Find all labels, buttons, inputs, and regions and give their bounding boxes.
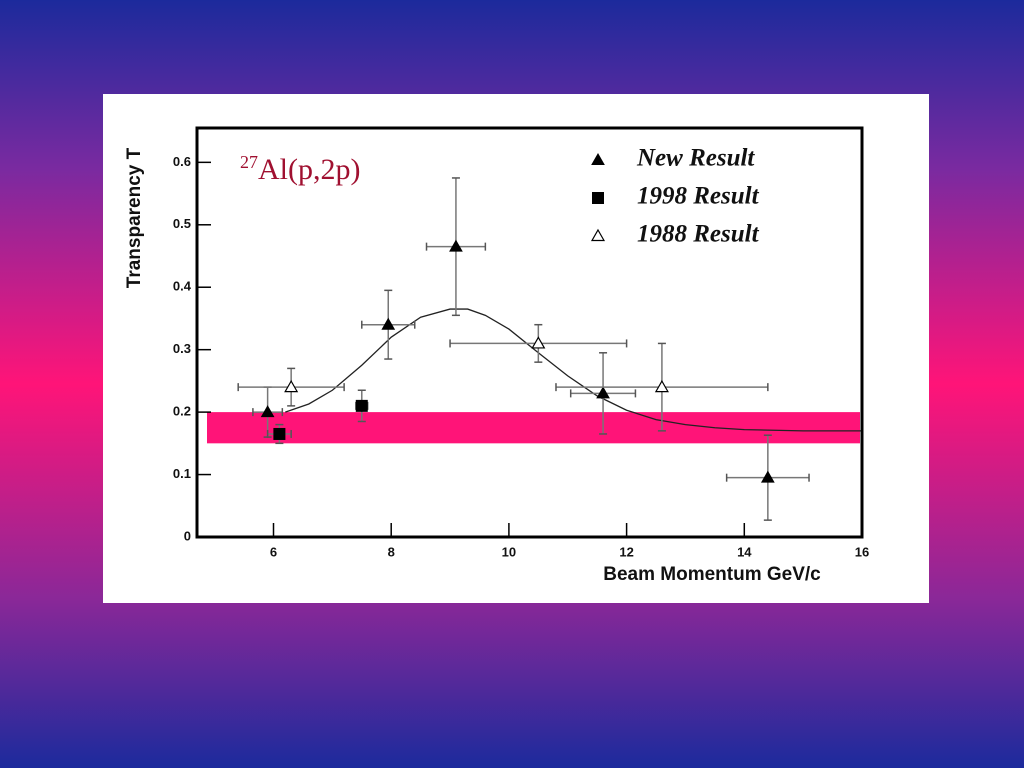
y-tick-label: 0 xyxy=(184,528,191,543)
annotation-superscript: 27 xyxy=(240,152,258,172)
marker xyxy=(531,336,546,349)
y-tick-label: 0.4 xyxy=(173,279,192,294)
x-tick-label: 8 xyxy=(388,544,395,559)
legend-label: New Result xyxy=(636,145,755,172)
marker xyxy=(654,379,669,393)
y-tick-label: 0.6 xyxy=(173,154,191,169)
annotation-text: Al(p,2p) xyxy=(258,153,360,186)
y-tick-label: 0.5 xyxy=(173,216,191,231)
legend-marker xyxy=(590,228,606,242)
marker xyxy=(273,427,286,440)
marker xyxy=(381,317,396,330)
chart-panel xyxy=(103,94,929,603)
x-tick-label: 16 xyxy=(855,544,869,559)
marker xyxy=(596,386,610,399)
error-bar xyxy=(569,352,637,435)
x-tick-label: 14 xyxy=(737,544,752,559)
plot-frame xyxy=(195,126,864,539)
annotation: 27Al(p,2p) xyxy=(240,152,360,186)
y-axis-label: Transparency T xyxy=(124,147,145,288)
x-tick-label: 12 xyxy=(619,544,633,559)
legend-marker xyxy=(592,192,604,204)
marker xyxy=(449,239,463,252)
band xyxy=(207,412,860,444)
legend-marker xyxy=(591,152,605,165)
y-tick-label: 0.1 xyxy=(173,466,191,481)
marker xyxy=(284,379,299,393)
legend-label: 1988 Result xyxy=(637,221,760,248)
marker xyxy=(260,405,275,418)
y-tick-label: 0.2 xyxy=(173,404,191,419)
marker xyxy=(760,470,775,483)
x-axis-label: Beam Momentum GeV/c xyxy=(603,564,821,585)
x-tick-label: 10 xyxy=(502,544,516,559)
legend-label: 1998 Result xyxy=(637,183,760,210)
x-tick-label: 6 xyxy=(270,544,277,559)
marker xyxy=(355,399,368,412)
y-tick-label: 0.3 xyxy=(173,341,191,356)
